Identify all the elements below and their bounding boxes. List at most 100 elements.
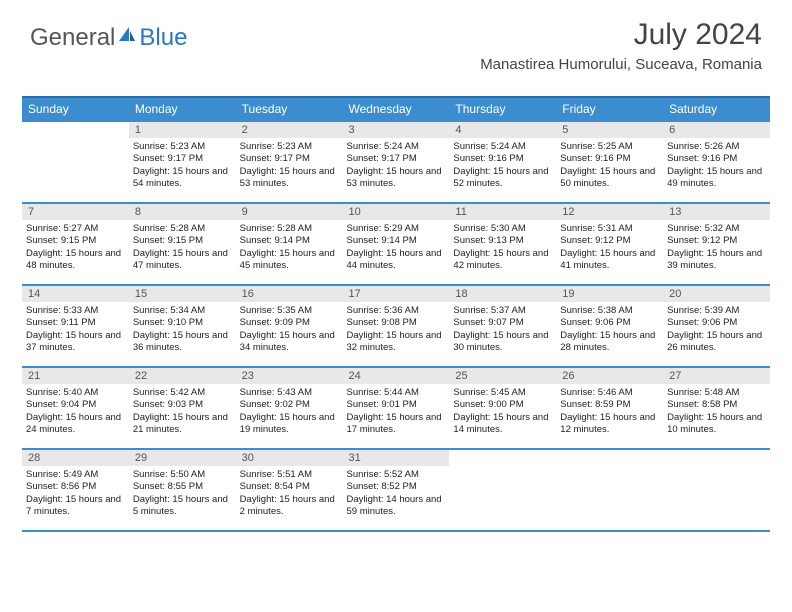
day-header: Tuesday xyxy=(236,97,343,121)
day-number: 1 xyxy=(129,122,236,138)
day-number: 4 xyxy=(449,122,556,138)
daylight-text: Daylight: 15 hours and 24 minutes. xyxy=(26,412,125,437)
daylight-text: Daylight: 15 hours and 52 minutes. xyxy=(453,166,552,191)
calendar-cell: 23Sunrise: 5:43 AMSunset: 9:02 PMDayligh… xyxy=(236,367,343,449)
day-header: Sunday xyxy=(22,97,129,121)
sunset-text: Sunset: 9:15 PM xyxy=(26,235,125,247)
calendar-cell: 13Sunrise: 5:32 AMSunset: 9:12 PMDayligh… xyxy=(663,203,770,285)
day-number: 3 xyxy=(343,122,450,138)
daylight-text: Daylight: 15 hours and 14 minutes. xyxy=(453,412,552,437)
day-number: 15 xyxy=(129,286,236,302)
day-number: 28 xyxy=(22,450,129,466)
sunrise-text: Sunrise: 5:43 AM xyxy=(240,387,339,399)
day-content: Sunrise: 5:52 AMSunset: 8:52 PMDaylight:… xyxy=(343,466,450,522)
day-content: Sunrise: 5:50 AMSunset: 8:55 PMDaylight:… xyxy=(129,466,236,522)
calendar-cell: 10Sunrise: 5:29 AMSunset: 9:14 PMDayligh… xyxy=(343,203,450,285)
day-number: 5 xyxy=(556,122,663,138)
sunset-text: Sunset: 9:09 PM xyxy=(240,317,339,329)
sunrise-text: Sunrise: 5:30 AM xyxy=(453,223,552,235)
day-number: 7 xyxy=(22,204,129,220)
sunrise-text: Sunrise: 5:37 AM xyxy=(453,305,552,317)
sunrise-text: Sunrise: 5:36 AM xyxy=(347,305,446,317)
day-number: 16 xyxy=(236,286,343,302)
location-text: Manastirea Humorului, Suceava, Romania xyxy=(480,56,762,73)
calendar-cell: 14Sunrise: 5:33 AMSunset: 9:11 PMDayligh… xyxy=(22,285,129,367)
day-number: 27 xyxy=(663,368,770,384)
daylight-text: Daylight: 15 hours and 41 minutes. xyxy=(560,248,659,273)
day-content: Sunrise: 5:39 AMSunset: 9:06 PMDaylight:… xyxy=(663,302,770,358)
sunrise-text: Sunrise: 5:25 AM xyxy=(560,141,659,153)
sunrise-text: Sunrise: 5:50 AM xyxy=(133,469,232,481)
calendar-cell: 26Sunrise: 5:46 AMSunset: 8:59 PMDayligh… xyxy=(556,367,663,449)
day-number: 6 xyxy=(663,122,770,138)
sunrise-text: Sunrise: 5:29 AM xyxy=(347,223,446,235)
day-content: Sunrise: 5:28 AMSunset: 9:15 PMDaylight:… xyxy=(129,220,236,276)
sunset-text: Sunset: 9:11 PM xyxy=(26,317,125,329)
sunrise-text: Sunrise: 5:51 AM xyxy=(240,469,339,481)
brand-part2: Blue xyxy=(139,24,187,52)
month-title: July 2024 xyxy=(480,18,762,52)
daylight-text: Daylight: 15 hours and 44 minutes. xyxy=(347,248,446,273)
sunrise-text: Sunrise: 5:38 AM xyxy=(560,305,659,317)
day-content: Sunrise: 5:37 AMSunset: 9:07 PMDaylight:… xyxy=(449,302,556,358)
day-header: Friday xyxy=(556,97,663,121)
sunrise-text: Sunrise: 5:44 AM xyxy=(347,387,446,399)
sunset-text: Sunset: 9:14 PM xyxy=(347,235,446,247)
day-content: Sunrise: 5:33 AMSunset: 9:11 PMDaylight:… xyxy=(22,302,129,358)
calendar-cell: 16Sunrise: 5:35 AMSunset: 9:09 PMDayligh… xyxy=(236,285,343,367)
daylight-text: Daylight: 15 hours and 7 minutes. xyxy=(26,494,125,519)
day-content: Sunrise: 5:30 AMSunset: 9:13 PMDaylight:… xyxy=(449,220,556,276)
daylight-text: Daylight: 15 hours and 12 minutes. xyxy=(560,412,659,437)
sail-icon xyxy=(117,24,137,52)
sunset-text: Sunset: 9:01 PM xyxy=(347,399,446,411)
day-number: 24 xyxy=(343,368,450,384)
sunrise-text: Sunrise: 5:34 AM xyxy=(133,305,232,317)
daylight-text: Daylight: 15 hours and 2 minutes. xyxy=(240,494,339,519)
calendar-cell: 25Sunrise: 5:45 AMSunset: 9:00 PMDayligh… xyxy=(449,367,556,449)
sunrise-text: Sunrise: 5:45 AM xyxy=(453,387,552,399)
day-number: 29 xyxy=(129,450,236,466)
day-content: Sunrise: 5:24 AMSunset: 9:16 PMDaylight:… xyxy=(449,138,556,194)
day-number: 23 xyxy=(236,368,343,384)
daylight-text: Daylight: 15 hours and 10 minutes. xyxy=(667,412,766,437)
day-header-row: Sunday Monday Tuesday Wednesday Thursday… xyxy=(22,97,770,121)
sunset-text: Sunset: 8:54 PM xyxy=(240,481,339,493)
daylight-text: Daylight: 15 hours and 42 minutes. xyxy=(453,248,552,273)
day-number: 11 xyxy=(449,204,556,220)
sunset-text: Sunset: 9:17 PM xyxy=(347,153,446,165)
calendar-cell xyxy=(22,121,129,203)
calendar-week-row: 7Sunrise: 5:27 AMSunset: 9:15 PMDaylight… xyxy=(22,203,770,285)
day-content: Sunrise: 5:38 AMSunset: 9:06 PMDaylight:… xyxy=(556,302,663,358)
daylight-text: Daylight: 15 hours and 54 minutes. xyxy=(133,166,232,191)
day-number: 18 xyxy=(449,286,556,302)
daylight-text: Daylight: 15 hours and 48 minutes. xyxy=(26,248,125,273)
day-content: Sunrise: 5:42 AMSunset: 9:03 PMDaylight:… xyxy=(129,384,236,440)
daylight-text: Daylight: 15 hours and 28 minutes. xyxy=(560,330,659,355)
sunrise-text: Sunrise: 5:28 AM xyxy=(133,223,232,235)
day-content: Sunrise: 5:51 AMSunset: 8:54 PMDaylight:… xyxy=(236,466,343,522)
day-content: Sunrise: 5:49 AMSunset: 8:56 PMDaylight:… xyxy=(22,466,129,522)
day-content: Sunrise: 5:23 AMSunset: 9:17 PMDaylight:… xyxy=(129,138,236,194)
day-content: Sunrise: 5:43 AMSunset: 9:02 PMDaylight:… xyxy=(236,384,343,440)
day-number: 2 xyxy=(236,122,343,138)
sunrise-text: Sunrise: 5:24 AM xyxy=(453,141,552,153)
sunrise-text: Sunrise: 5:27 AM xyxy=(26,223,125,235)
day-number: 13 xyxy=(663,204,770,220)
calendar-cell: 6Sunrise: 5:26 AMSunset: 9:16 PMDaylight… xyxy=(663,121,770,203)
sunrise-text: Sunrise: 5:40 AM xyxy=(26,387,125,399)
day-content: Sunrise: 5:35 AMSunset: 9:09 PMDaylight:… xyxy=(236,302,343,358)
calendar-cell: 11Sunrise: 5:30 AMSunset: 9:13 PMDayligh… xyxy=(449,203,556,285)
day-number: 19 xyxy=(556,286,663,302)
sunset-text: Sunset: 9:04 PM xyxy=(26,399,125,411)
calendar-cell: 21Sunrise: 5:40 AMSunset: 9:04 PMDayligh… xyxy=(22,367,129,449)
brand-logo: General Blue xyxy=(30,24,187,52)
day-content: Sunrise: 5:31 AMSunset: 9:12 PMDaylight:… xyxy=(556,220,663,276)
sunrise-text: Sunrise: 5:24 AM xyxy=(347,141,446,153)
day-content: Sunrise: 5:46 AMSunset: 8:59 PMDaylight:… xyxy=(556,384,663,440)
sunrise-text: Sunrise: 5:39 AM xyxy=(667,305,766,317)
daylight-text: Daylight: 14 hours and 59 minutes. xyxy=(347,494,446,519)
sunset-text: Sunset: 9:08 PM xyxy=(347,317,446,329)
calendar-cell: 19Sunrise: 5:38 AMSunset: 9:06 PMDayligh… xyxy=(556,285,663,367)
sunset-text: Sunset: 9:13 PM xyxy=(453,235,552,247)
day-number: 14 xyxy=(22,286,129,302)
